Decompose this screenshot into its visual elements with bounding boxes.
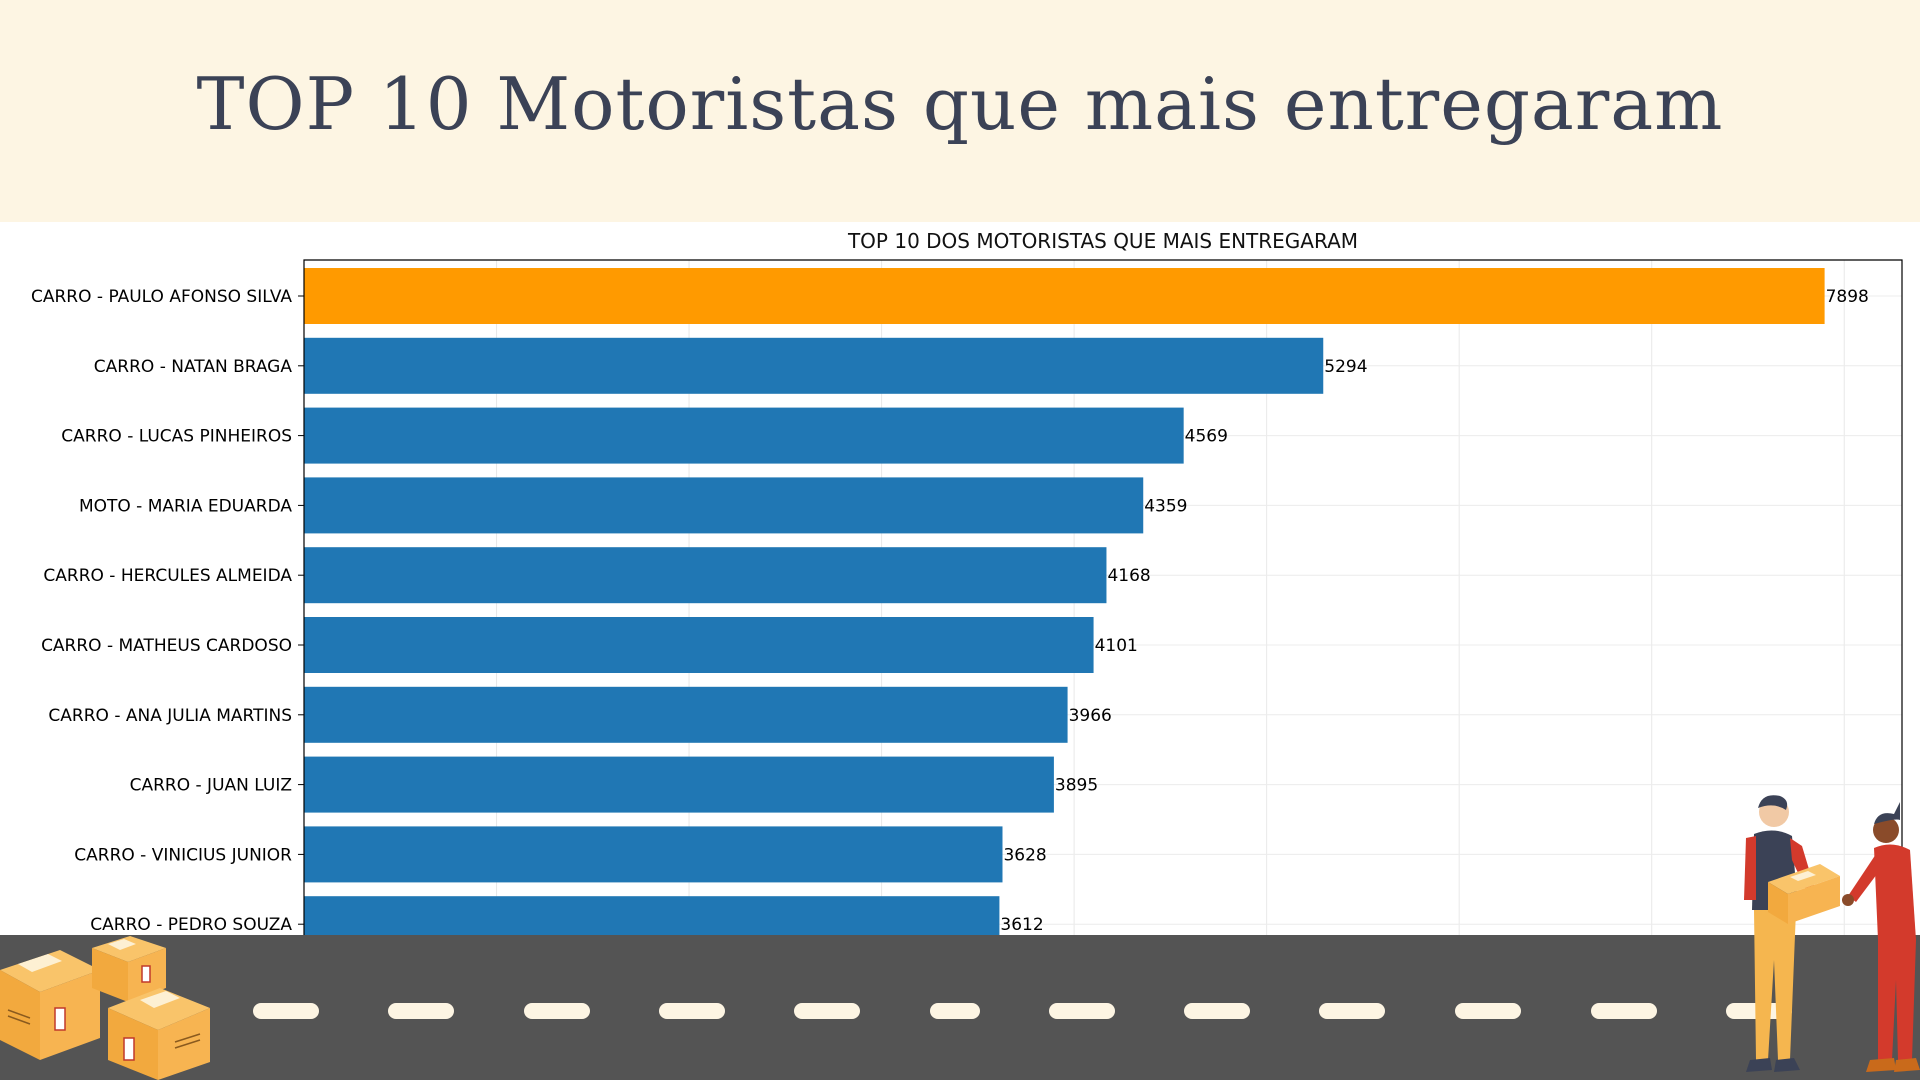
y-tick-label: CARRO - HERCULES ALMEIDA (43, 566, 292, 586)
y-tick-label: CARRO - NATAN BRAGA (94, 357, 293, 377)
y-tick-label: CARRO - PAULO AFONSO SILVA (31, 287, 292, 307)
road-dash (930, 1003, 980, 1019)
data-label: 3628 (1003, 845, 1046, 865)
data-label: 3895 (1055, 776, 1098, 796)
bar (304, 617, 1094, 673)
y-tick-label: CARRO - MATHEUS CARDOSO (41, 636, 292, 656)
bar (304, 896, 1000, 935)
data-label: 7898 (1826, 287, 1869, 307)
road-dash (659, 1003, 725, 1019)
bar (304, 337, 1324, 394)
delivery-people-illustration (1744, 795, 1920, 1072)
bar (304, 756, 1054, 813)
bar (304, 477, 1144, 534)
y-tick-label: CARRO - PEDRO SOUZA (90, 915, 292, 935)
road-dash (388, 1003, 454, 1019)
y-tick-label: CARRO - ANA JULIA MARTINS (48, 706, 292, 726)
bar (304, 268, 1825, 324)
road-dash (1455, 1003, 1521, 1019)
recipient-person-icon (1842, 802, 1920, 1072)
y-tick-label: MOTO - MARIA EDUARDA (79, 496, 292, 516)
boxes-illustration (0, 936, 210, 1080)
road-dash (1184, 1003, 1250, 1019)
bar-chart: TOP 10 DOS MOTORISTAS QUE MAIS ENTREGARA… (31, 229, 1903, 935)
road-dash (1591, 1003, 1657, 1019)
box-left-icon (0, 950, 100, 1060)
box-top-icon (92, 936, 166, 1002)
data-label: 3966 (1069, 706, 1112, 726)
data-label: 3612 (1000, 915, 1043, 935)
road-dash (1319, 1003, 1385, 1019)
data-label: 5294 (1324, 357, 1367, 377)
courier-person-icon (1744, 795, 1814, 1072)
bar (304, 547, 1107, 604)
box-front-icon (108, 988, 210, 1080)
y-tick-label: CARRO - LUCAS PINHEIROS (61, 427, 292, 447)
road-dash (1049, 1003, 1115, 1019)
data-label: 4569 (1185, 427, 1228, 447)
y-tick-label: CARRO - JUAN LUIZ (130, 776, 292, 796)
y-tick-label: CARRO - VINICIUS JUNIOR (74, 845, 292, 865)
header-banner: TOP 10 Motoristas que mais entregaram (0, 0, 1920, 222)
road-dash (794, 1003, 860, 1019)
bar (304, 686, 1068, 743)
page-title: TOP 10 Motoristas que mais entregaram (196, 62, 1724, 146)
chart-title: TOP 10 DOS MOTORISTAS QUE MAIS ENTREGARA… (847, 229, 1358, 253)
plot-frame (303, 259, 1903, 935)
data-label: 4101 (1095, 636, 1138, 656)
bar (304, 407, 1184, 464)
bar (304, 826, 1003, 883)
road-dash (253, 1003, 319, 1019)
package-icon (1768, 864, 1840, 924)
data-label: 4359 (1144, 496, 1187, 516)
road-dash (524, 1003, 590, 1019)
data-label: 4168 (1107, 566, 1150, 586)
